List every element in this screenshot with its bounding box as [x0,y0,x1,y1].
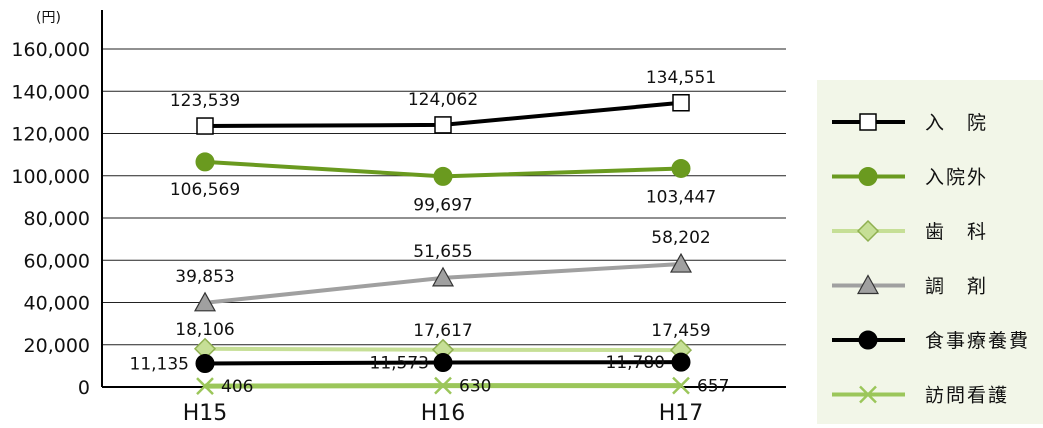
y-tick-label: 160,000 [11,39,90,61]
legend-marker [858,330,878,350]
data-point [671,158,691,178]
y-tick-label: 0 [78,377,90,399]
data-point [433,166,453,186]
data-label: 51,655 [413,242,472,262]
data-label: 11,135 [130,354,189,374]
legend-item-nyuingai: 入院外 [832,167,988,189]
data-label: 657 [697,377,729,397]
legend-marker [856,274,880,295]
y-tick-label: 40,000 [24,293,90,315]
data-labels: 123,539 124,062 134,551 106,569 99,697 103,44… [130,68,730,397]
y-axis-unit: (円) [36,10,61,26]
data-label: 103,447 [646,187,716,207]
legend-label: 歯 科 [925,221,988,243]
marker-stroke [196,377,214,396]
series-shokuji [195,352,691,373]
legend-label: 調 剤 [925,276,988,298]
y-tick-label: 100,000 [11,166,90,188]
data-point [671,352,691,372]
data-point [195,353,215,373]
legend-item-houmon: 訪問看護 [832,385,1009,407]
data-point [196,377,214,396]
series-nyuingai [195,152,691,186]
series-group [193,94,693,396]
data-point [434,376,452,395]
data-label: 39,853 [175,267,234,287]
data-point [669,252,693,273]
y-axis: 0 20,000 40,000 60,000 80,000 100,000 120,000 1… [11,10,103,399]
series-chozai [193,252,693,312]
data-label: 11,780 [606,353,665,373]
marker-stroke [434,376,452,395]
legend-label: 入院外 [925,167,988,189]
data-label: 124,062 [408,90,478,110]
marker-stroke [672,376,690,395]
legend-label: 入 院 [925,112,988,134]
legend-marker [859,113,877,131]
y-tick-label: 20,000 [24,335,90,357]
legend-item-shika: 歯 科 [832,219,988,243]
y-tick-label: 120,000 [11,124,90,146]
legend-item-shokuji: 食事療養費 [832,330,1030,352]
legend-label: 食事療養費 [925,330,1030,352]
data-label: 11,573 [370,354,429,374]
data-label: 17,459 [651,321,710,341]
legend-label: 訪問看護 [925,385,1009,407]
data-point [433,353,453,373]
data-label: 123,539 [170,91,240,111]
x-axis: H15 H16 H17 [102,386,786,426]
data-label: 630 [459,377,491,397]
legend-item-nyuin: 入 院 [832,112,988,134]
series-nyuin [196,94,690,135]
legend-item-chozai: 調 剤 [832,274,988,298]
data-point [434,116,452,134]
data-label: 58,202 [651,228,710,248]
legend-marker [858,167,878,186]
x-tick-label: H16 [421,401,466,426]
data-point [431,266,455,287]
data-point [193,291,217,312]
data-point [672,94,690,112]
data-point [196,117,214,135]
legend-background [817,80,1043,424]
y-tick-label: 60,000 [24,250,90,272]
data-label: 406 [221,377,253,397]
data-point [672,376,690,395]
y-tick-label: 80,000 [24,208,90,230]
x-tick-label: H17 [659,401,704,426]
data-label: 99,697 [413,195,472,215]
y-tick-label: 140,000 [11,81,90,103]
data-label: 18,106 [175,320,234,340]
legend-marker [859,385,877,404]
data-point [195,152,215,172]
data-label: 134,551 [646,68,716,88]
data-label: 106,569 [170,180,240,200]
data-label: 17,617 [413,321,472,341]
legend-marker [856,219,880,243]
marker-stroke [859,385,877,404]
series-houmon [196,376,690,396]
x-tick-label: H15 [183,401,228,426]
